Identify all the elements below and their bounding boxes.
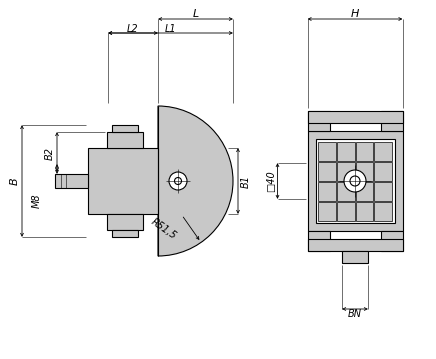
Bar (307, 239, 402, 251)
Bar (107, 214, 143, 230)
Bar (337, 201, 354, 220)
Bar (337, 141, 354, 160)
Bar (316, 139, 395, 223)
Bar (355, 162, 373, 181)
Text: B: B (10, 177, 20, 185)
Bar (381, 111, 402, 131)
Text: H: H (351, 9, 359, 19)
Bar (355, 201, 373, 220)
Bar (307, 131, 402, 231)
Text: BN: BN (348, 309, 362, 319)
Text: L1: L1 (165, 24, 176, 34)
Bar (112, 230, 138, 237)
Bar (318, 162, 336, 181)
Bar (337, 182, 354, 200)
Text: B1: B1 (241, 174, 251, 187)
Circle shape (174, 177, 181, 185)
Bar (307, 111, 330, 131)
Bar (88, 148, 158, 214)
Bar (374, 141, 392, 160)
Text: □40: □40 (266, 170, 276, 192)
Circle shape (169, 172, 187, 190)
Bar (381, 231, 402, 251)
Text: B2: B2 (45, 146, 55, 159)
Circle shape (344, 170, 366, 192)
Bar (355, 141, 373, 160)
Text: R51,5: R51,5 (149, 217, 178, 241)
Circle shape (350, 176, 360, 186)
Bar (112, 125, 138, 132)
Bar (307, 231, 330, 251)
Bar (374, 201, 392, 220)
Text: L: L (192, 9, 199, 19)
Bar (307, 111, 402, 123)
Bar (355, 182, 373, 200)
Bar (374, 182, 392, 200)
Bar (374, 162, 392, 181)
Bar (55, 174, 88, 188)
Bar (337, 162, 354, 181)
Bar (318, 201, 336, 220)
Bar (318, 141, 336, 160)
Bar (342, 251, 368, 263)
Text: M8: M8 (32, 194, 42, 208)
Bar (107, 132, 143, 148)
Wedge shape (158, 106, 233, 256)
Bar (318, 182, 336, 200)
Text: L2: L2 (127, 24, 139, 34)
